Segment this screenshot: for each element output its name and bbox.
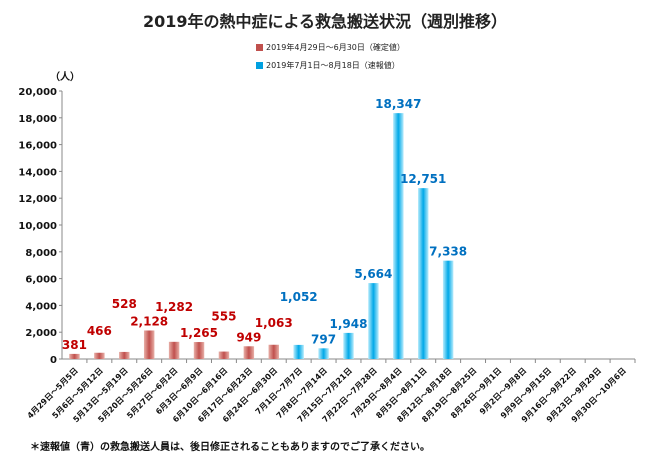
bar	[243, 346, 255, 359]
bar	[119, 351, 130, 359]
bar	[393, 113, 404, 359]
y-tick-label: 20,000	[18, 87, 57, 98]
y-tick-label: 8,000	[25, 248, 57, 259]
y-axis-unit: （人）	[50, 70, 80, 83]
bar	[318, 348, 329, 359]
bar	[94, 352, 105, 359]
bar	[143, 330, 155, 359]
legend-label-preliminary: 2019年7月1日～8月18日（速報値）	[266, 61, 400, 70]
y-tick-label: 18,000	[18, 114, 57, 125]
data-label: 555	[211, 310, 236, 324]
bar	[442, 260, 454, 359]
legend-swatch-preliminary	[256, 62, 263, 69]
y-tick-label: 0	[50, 355, 57, 366]
bar	[293, 344, 304, 359]
chart-title: 2019年の熱中症による救急搬送状況（週別推移）	[142, 12, 508, 31]
data-label: 949	[236, 330, 261, 344]
legend-swatch-confirmed	[256, 44, 263, 51]
y-tick-label: 10,000	[18, 221, 57, 232]
data-label: 1,282	[155, 300, 193, 314]
bar	[418, 188, 429, 359]
bar	[168, 341, 180, 359]
data-label: 7,338	[429, 245, 467, 259]
bar	[69, 353, 80, 359]
data-label: 466	[87, 324, 112, 338]
legend-preliminary: 2019年7月1日～8月18日（速報値）	[256, 60, 400, 71]
data-label: 5,664	[354, 267, 392, 281]
bar	[218, 351, 230, 359]
y-tick-label: 4,000	[25, 301, 57, 312]
data-label: 1,265	[180, 326, 218, 340]
data-label: 528	[112, 297, 137, 311]
y-tick-label: 14,000	[18, 167, 57, 178]
bar	[343, 332, 354, 359]
data-label: 12,751	[400, 172, 446, 186]
data-label: 1,948	[330, 317, 368, 331]
bar	[268, 344, 279, 359]
legend-label-confirmed: 2019年4月29日～6月30日（確定値）	[266, 43, 405, 52]
data-label: 381	[62, 338, 87, 352]
data-label: 797	[311, 332, 336, 346]
y-tick-label: 2,000	[25, 328, 57, 339]
footnote: ＊速報値（青）の救急搬送人員は、後日修正されることもありますのでご了承ください。	[30, 442, 430, 453]
bar	[193, 342, 205, 359]
y-tick-label: 6,000	[25, 275, 57, 286]
y-tick-label: 12,000	[18, 194, 57, 205]
bar	[368, 283, 379, 359]
data-label: 2,128	[130, 314, 168, 328]
data-label: 18,347	[375, 97, 421, 111]
data-label: 1,063	[255, 316, 293, 330]
legend-confirmed: 2019年4月29日～6月30日（確定値）	[256, 42, 405, 53]
data-label: 1,052	[280, 290, 318, 304]
y-tick-label: 16,000	[18, 141, 57, 152]
